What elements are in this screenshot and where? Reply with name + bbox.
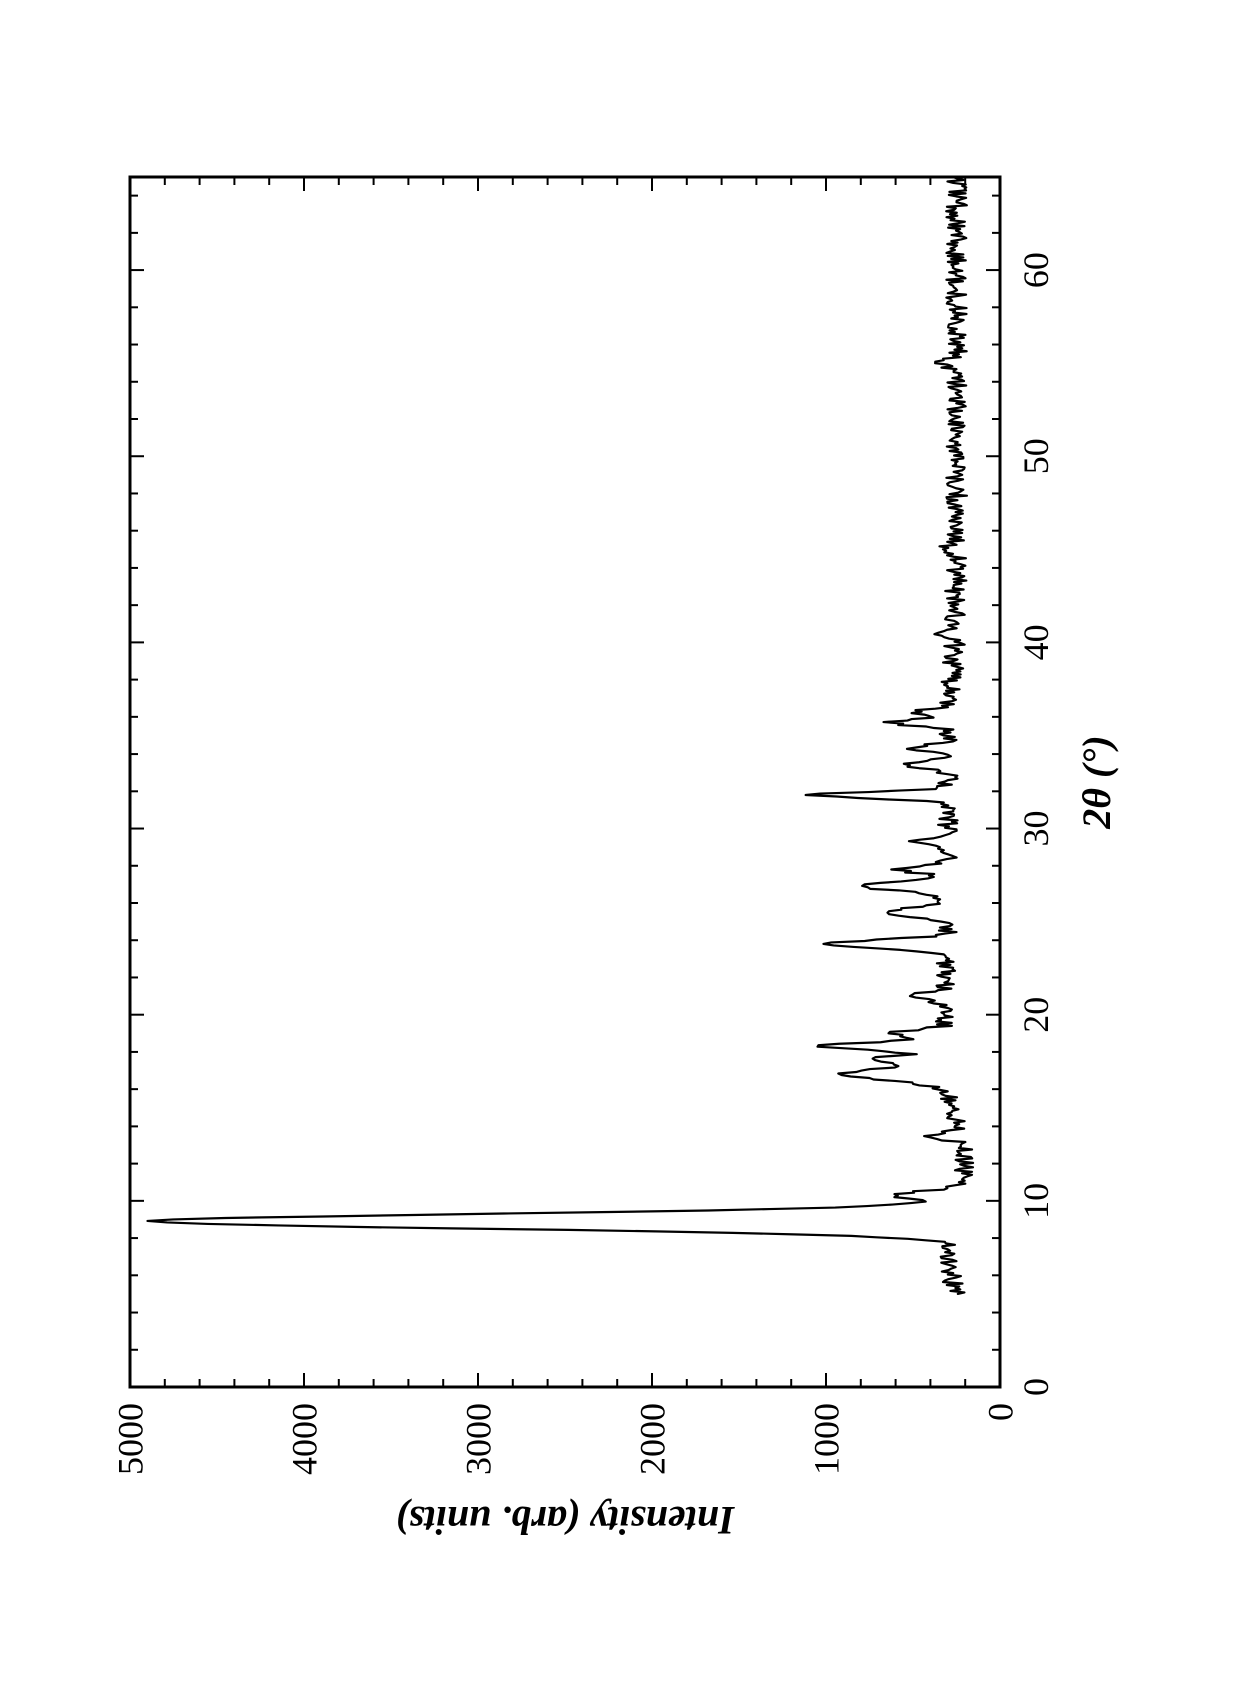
y-tick-label: 5000: [111, 1403, 151, 1475]
x-tick-label: 60: [1016, 252, 1056, 288]
y-tick-label: 2000: [633, 1403, 673, 1475]
xrd-chart: 0 10 20 30 40 50 60 0 1000 2000 3000 4000 5000 2θ (°)…: [90, 137, 1150, 1557]
y-tick-label: 4000: [285, 1403, 325, 1475]
x-tick-label: 20: [1016, 997, 1056, 1033]
x-tick-label: 50: [1016, 438, 1056, 474]
chart-background: [90, 137, 1150, 1557]
y-axis-title: Intensity (arb. units): [396, 1498, 736, 1543]
y-tick-label: 3000: [459, 1403, 499, 1475]
x-tick-label: 10: [1016, 1183, 1056, 1219]
x-axis-title: 2θ (°): [1074, 735, 1119, 829]
x-tick-label: 0: [1016, 1378, 1056, 1396]
xrd-chart-container: 0 10 20 30 40 50 60 0 1000 2000 3000 4000 5000 2θ (°)…: [90, 137, 1150, 1557]
x-tick-label: 40: [1016, 624, 1056, 660]
y-tick-label: 0: [981, 1403, 1021, 1421]
x-tick-label: 30: [1016, 811, 1056, 847]
y-tick-label: 1000: [807, 1403, 847, 1475]
